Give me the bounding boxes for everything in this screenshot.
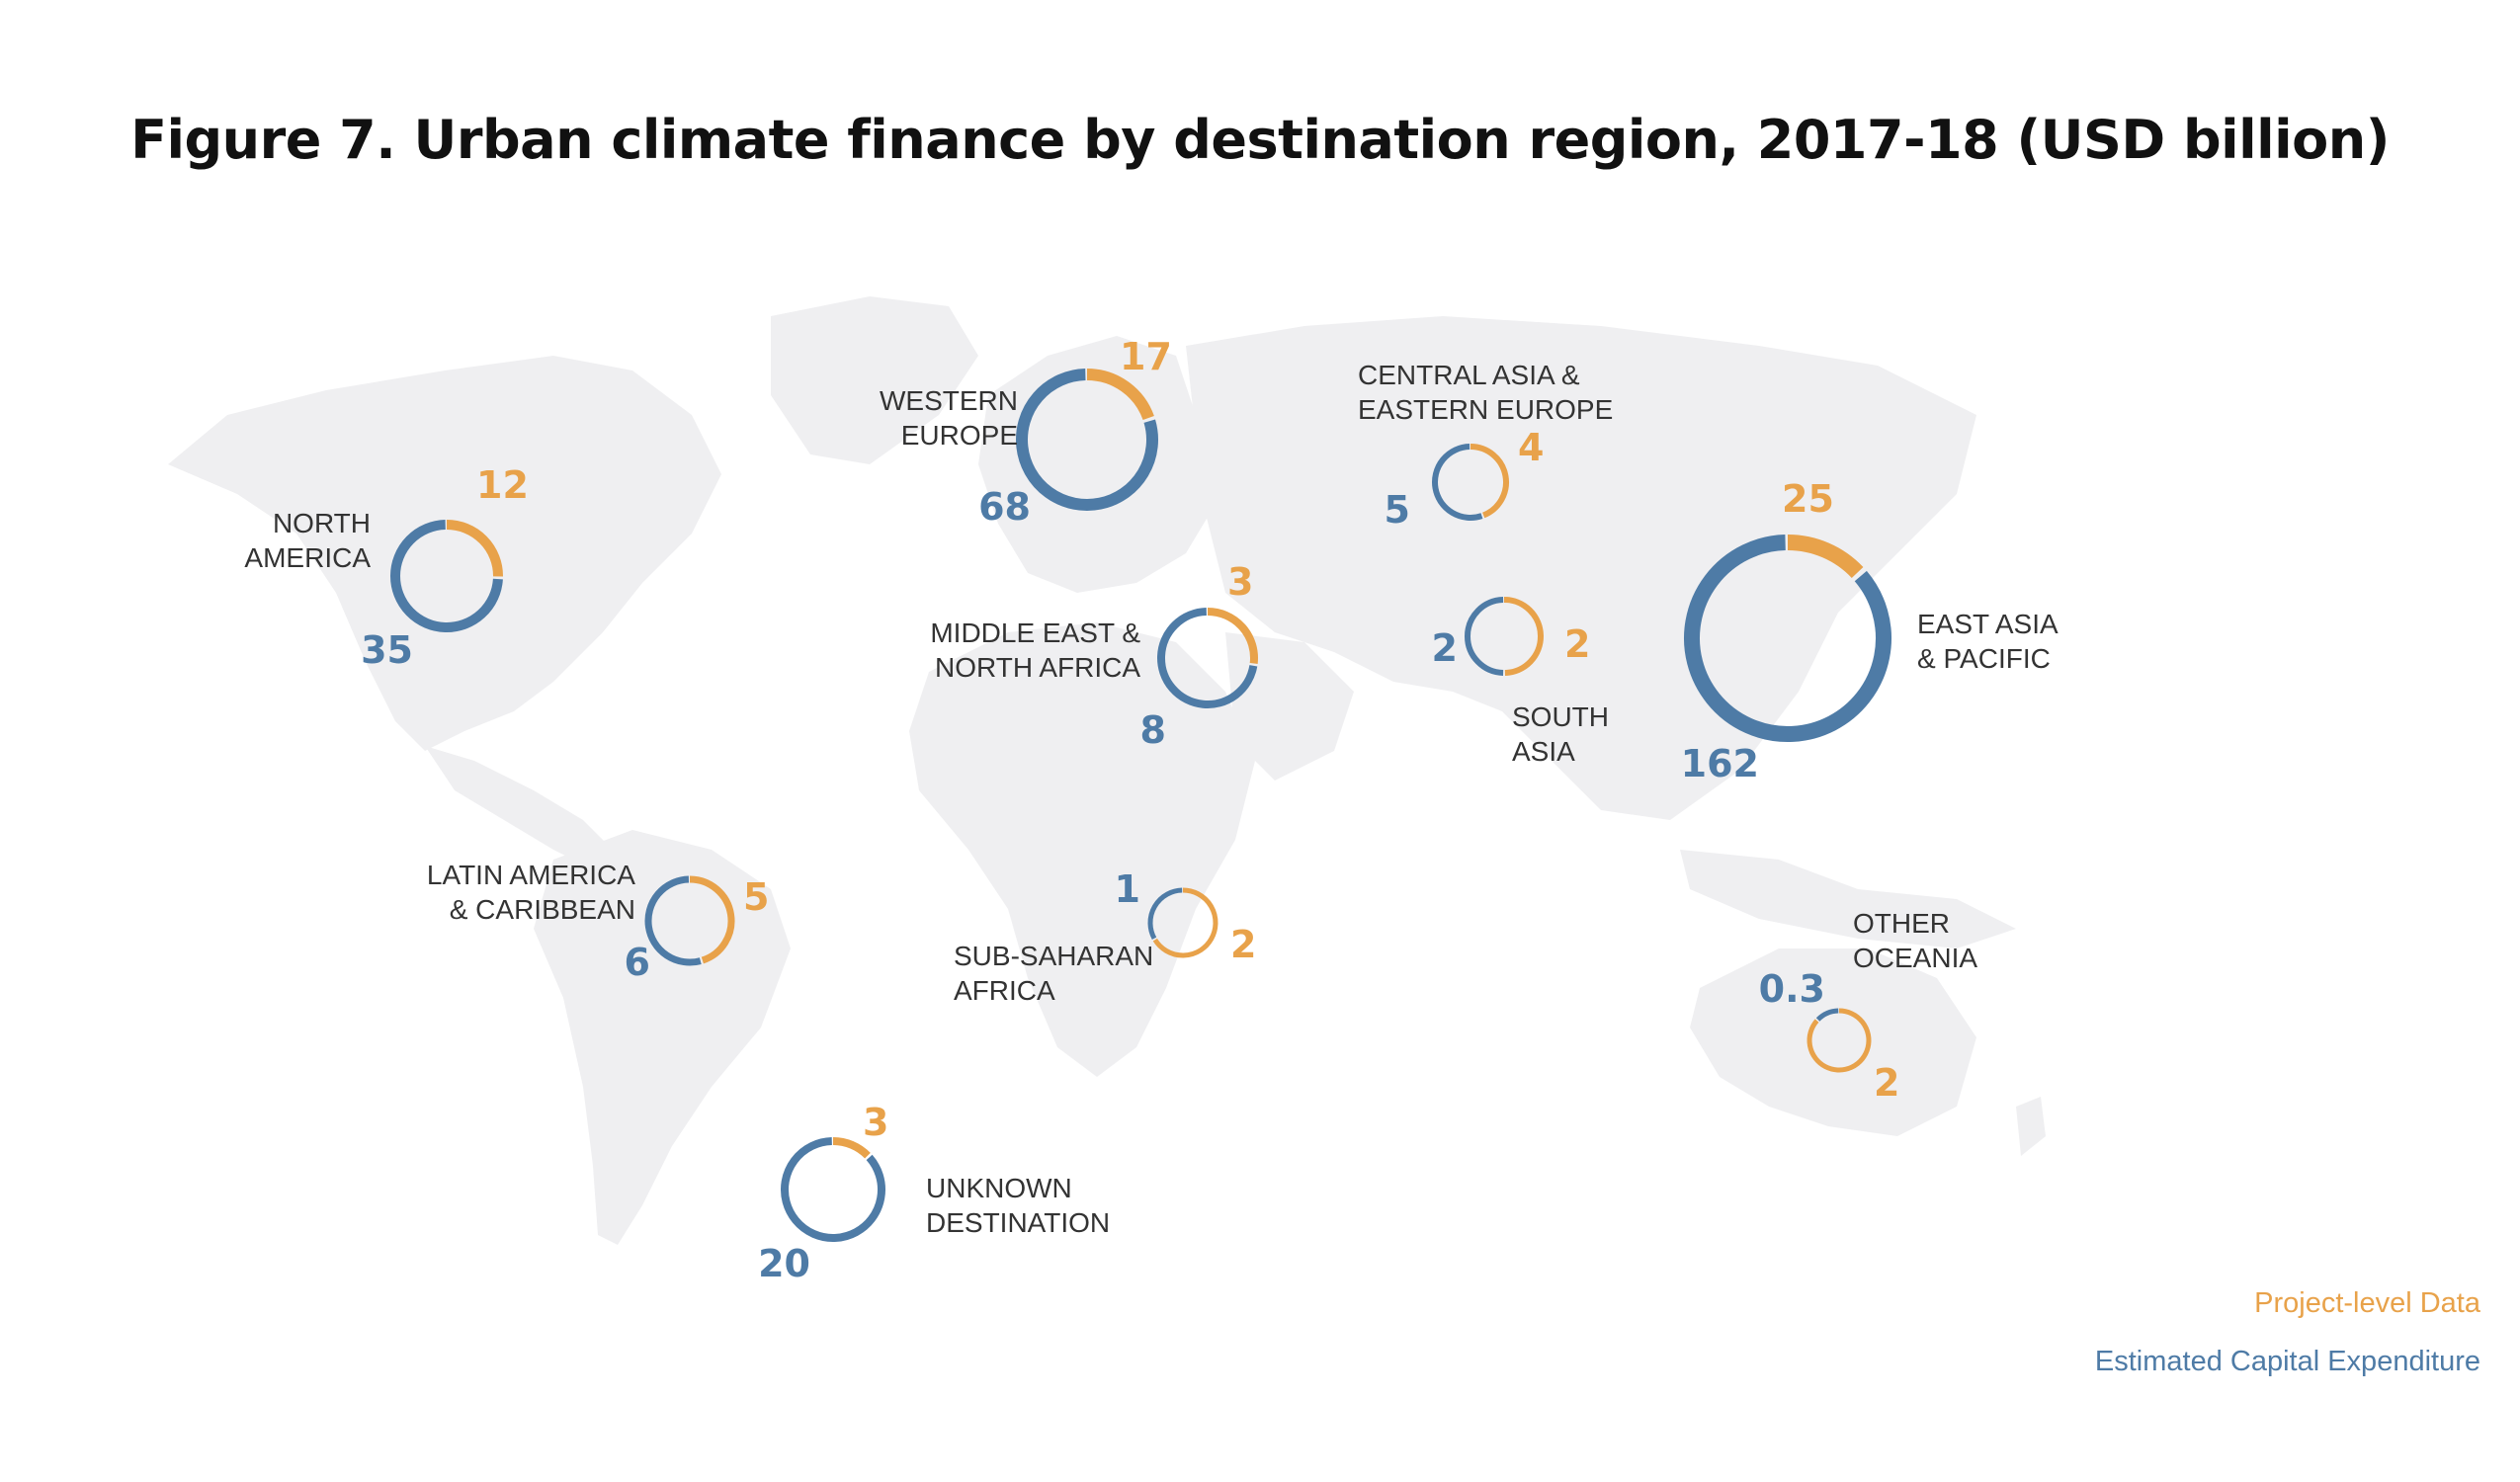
value-capex-south-asia: 2 <box>1431 626 1458 670</box>
value-capex-western-europe: 68 <box>978 485 1031 529</box>
value-capex-central-asia-eastern-europe: 5 <box>1384 488 1410 532</box>
donut-project-arc-middle-east-north-africa <box>1207 608 1258 664</box>
donut-capex-arc-north-america <box>390 520 503 632</box>
value-project-east-asia-pacific: 25 <box>1782 477 1834 521</box>
region-label-middle-east-north-africa: MIDDLE EAST & NORTH AFRICA <box>930 616 1140 685</box>
continent-australia <box>1690 948 1976 1136</box>
value-project-north-america: 12 <box>476 463 529 507</box>
region-label-line: CENTRAL ASIA & <box>1358 360 1580 390</box>
region-label-north-america: NORTH AMERICA <box>244 506 371 575</box>
donut-project-arc-south-asia <box>1503 597 1544 676</box>
region-label-line: EUROPE <box>900 420 1018 451</box>
region-label-unknown-destination: UNKNOWN DESTINATION <box>926 1171 1110 1240</box>
region-label-line: & PACIFIC <box>1917 643 2051 674</box>
value-capex-sub-saharan-africa: 1 <box>1114 867 1140 911</box>
region-label-line: MIDDLE EAST & <box>930 618 1140 648</box>
donut-project-arc-other-oceania <box>1806 1008 1872 1073</box>
donut-capex-arc-sub-saharan-africa <box>1147 887 1183 940</box>
continent-greenland <box>771 296 978 464</box>
region-label-latin-america-caribbean: LATIN AMERICA & CARIBBEAN <box>427 858 635 927</box>
donut-layer <box>390 369 1891 1242</box>
value-project-south-asia: 2 <box>1564 622 1591 666</box>
region-label-line: LATIN AMERICA <box>426 860 635 890</box>
region-label-line: EASTERN EUROPE <box>1358 394 1614 425</box>
region-label-line: EAST ASIA <box>1917 609 2058 639</box>
legend-estimated-capital-expenditure: Estimated Capital Expenditure <box>2094 1346 2480 1377</box>
value-project-western-europe: 17 <box>1120 335 1172 378</box>
region-label-line: UNKNOWN <box>926 1173 1072 1203</box>
region-label-line: NORTH AFRICA <box>935 652 1140 683</box>
donut-project-arc-north-america <box>446 520 503 577</box>
value-project-unknown-destination: 3 <box>863 1101 889 1144</box>
value-project-other-oceania: 2 <box>1874 1061 1900 1105</box>
region-label-line: OTHER <box>1853 908 1950 939</box>
donut-capex-arc-central-asia-eastern-europe <box>1432 444 1483 521</box>
region-label-other-oceania: OTHER OCEANIA <box>1853 906 1977 975</box>
region-label-line: ASIA <box>1512 736 1575 767</box>
legend-project-level-data: Project-level Data <box>2254 1287 2480 1319</box>
continent-arabia <box>1225 632 1354 781</box>
region-label-line: OCEANIA <box>1853 943 1978 973</box>
value-project-latin-america-caribbean: 5 <box>743 875 770 919</box>
donut-capex-arc-latin-america-caribbean <box>644 875 702 966</box>
value-project-central-asia-eastern-europe: 4 <box>1518 426 1545 469</box>
continent-new-zealand <box>2016 1097 2046 1156</box>
region-label-line: WESTERN <box>880 385 1018 416</box>
value-capex-north-america: 35 <box>361 628 413 672</box>
region-label-east-asia-pacific: EAST ASIA & PACIFIC <box>1917 607 2058 676</box>
region-label-line: NORTH <box>272 508 371 538</box>
donut-capex-arc-east-asia-pacific <box>1684 535 1891 742</box>
donut-project-arc-sub-saharan-africa <box>1152 887 1218 958</box>
region-label-line: AFRICA <box>954 975 1055 1006</box>
donut-project-arc-latin-america-caribbean <box>689 875 735 964</box>
donut-capex-arc-middle-east-north-africa <box>1157 608 1258 708</box>
value-capex-middle-east-north-africa: 8 <box>1139 708 1166 752</box>
continent-asia <box>1186 316 1976 820</box>
value-capex-unknown-destination: 20 <box>758 1242 810 1285</box>
continent-central-america <box>425 746 613 869</box>
donut-project-arc-western-europe <box>1086 369 1154 421</box>
continent-maritime-southeast-asia <box>1680 850 2016 948</box>
value-project-middle-east-north-africa: 3 <box>1227 560 1254 604</box>
continent-north-america <box>168 356 721 751</box>
value-capex-latin-america-caribbean: 6 <box>624 941 650 984</box>
value-capex-other-oceania: 0.3 <box>1758 967 1825 1011</box>
region-label-line: AMERICA <box>244 542 371 573</box>
donut-capex-arc-other-oceania <box>1815 1008 1839 1022</box>
donut-project-arc-central-asia-eastern-europe <box>1470 444 1509 519</box>
region-label-western-europe: WESTERN EUROPE <box>880 383 1018 453</box>
value-project-sub-saharan-africa: 2 <box>1230 923 1257 966</box>
donut-project-arc-unknown-destination <box>832 1137 871 1159</box>
donut-capex-arc-western-europe <box>1016 369 1158 511</box>
chart-title: Figure 7. Urban climate finance by desti… <box>130 109 2390 171</box>
donut-capex-arc-south-asia <box>1465 597 1504 676</box>
region-label-line: SOUTH <box>1512 701 1609 732</box>
region-label-central-asia-eastern-europe: CENTRAL ASIA & EASTERN EUROPE <box>1358 358 1613 427</box>
region-label-south-asia: SOUTH ASIA <box>1512 700 1609 769</box>
region-label-line: DESTINATION <box>926 1207 1111 1238</box>
region-label-line: & CARIBBEAN <box>449 894 635 925</box>
continent-africa <box>909 622 1255 1077</box>
donut-project-arc-east-asia-pacific <box>1787 535 1864 579</box>
region-label-line: SUB-SAHARAN <box>954 941 1154 971</box>
donut-capex-arc-unknown-destination <box>781 1137 885 1242</box>
value-capex-east-asia-pacific: 162 <box>1680 742 1759 785</box>
region-label-sub-saharan-africa: SUB-SAHARAN AFRICA <box>954 939 1153 1008</box>
